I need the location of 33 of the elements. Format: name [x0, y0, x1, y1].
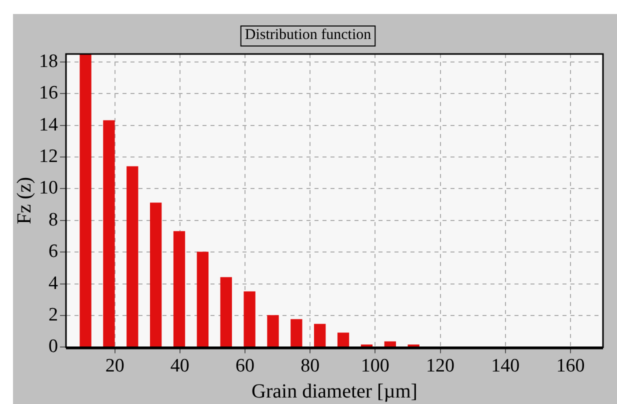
- x-tick-label: 100: [360, 356, 390, 377]
- y-tick-label: 14: [39, 114, 58, 136]
- x-tick-label: 120: [426, 356, 455, 377]
- y-tick-label: 4: [48, 272, 58, 294]
- y-tick-label: 10: [39, 178, 58, 199]
- bar: [314, 324, 326, 348]
- y-tick-label: 18: [39, 50, 58, 72]
- y-tick-label: 12: [39, 146, 58, 167]
- bar: [267, 315, 279, 348]
- bar: [126, 166, 138, 348]
- bar: [196, 252, 209, 348]
- x-axis-title: Grain diameter [µm]: [252, 380, 418, 402]
- x-tick-label: 160: [556, 356, 585, 377]
- y-tick-label: 0: [48, 336, 58, 358]
- bar: [173, 231, 186, 348]
- bar: [244, 291, 256, 348]
- x-tick-label: 20: [105, 356, 124, 377]
- y-tick-label: 8: [48, 209, 58, 230]
- bar: [220, 277, 232, 348]
- x-tick-label: 60: [236, 356, 254, 377]
- x-tick-label: 140: [491, 356, 520, 377]
- x-tick-label: 40: [170, 356, 190, 377]
- bar: [103, 120, 115, 348]
- chart-title: Distribution function: [244, 26, 372, 43]
- y-tick-label: 2: [48, 304, 58, 326]
- bar: [80, 54, 92, 348]
- bar: [150, 202, 162, 348]
- y-axis-title: Fz (z): [13, 177, 36, 224]
- x-tick-label: 80: [300, 356, 320, 377]
- y-tick-label: 6: [48, 241, 58, 262]
- bar: [290, 319, 302, 348]
- bar: [337, 332, 350, 348]
- y-tick-label: 16: [39, 82, 58, 104]
